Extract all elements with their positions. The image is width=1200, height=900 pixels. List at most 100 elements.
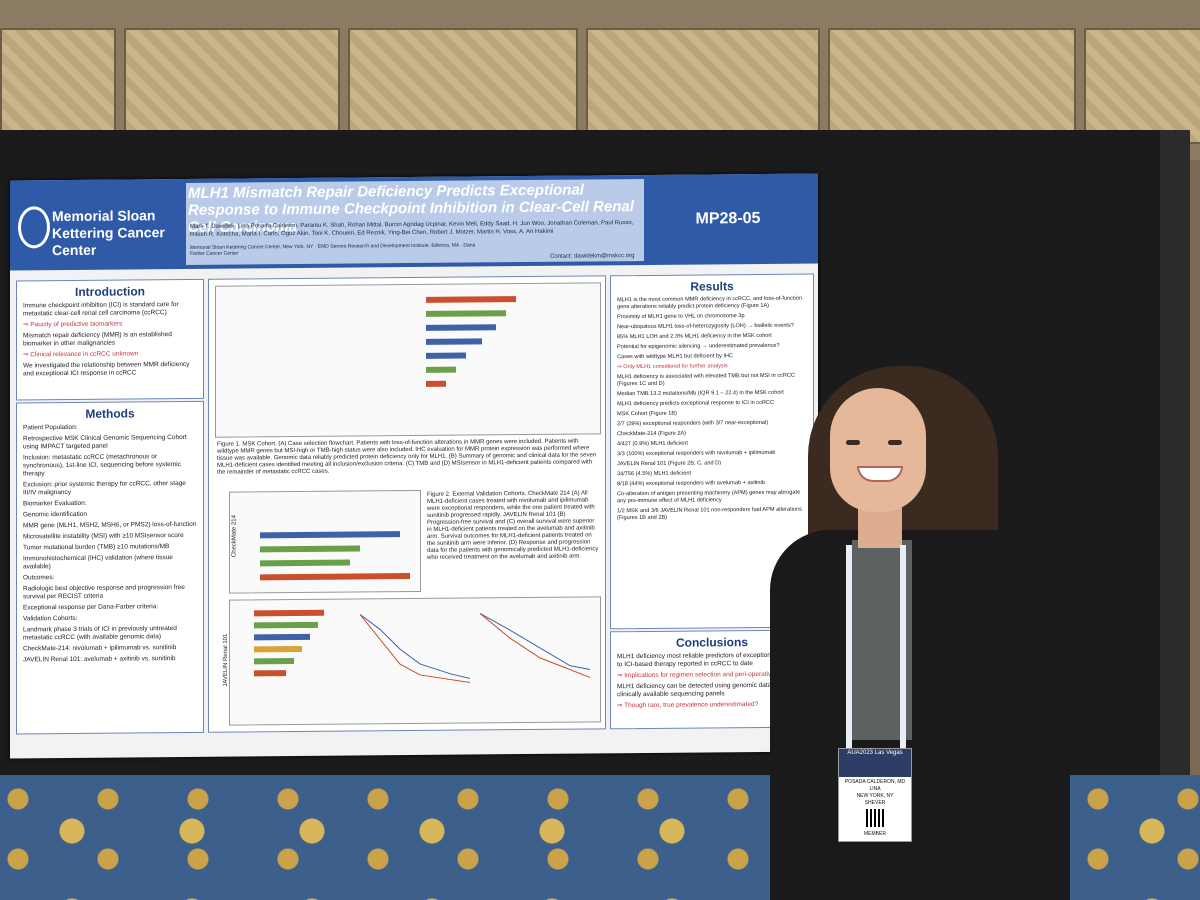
- bullet-point: ⇒ Only MLH1 considered for further analy…: [617, 363, 728, 371]
- institution-logo: Memorial Sloan Kettering Cancer Center: [16, 187, 186, 262]
- bullet-point: Radiologic best objective response and p…: [23, 583, 185, 601]
- badge-role: MEMBER: [864, 831, 886, 837]
- figure-bar: [260, 545, 360, 553]
- poster-board-edge: [1160, 130, 1190, 850]
- wall: [0, 0, 1200, 160]
- name-badge: AUA2023 Las Vegas POSADA CALDERON, MD LI…: [838, 748, 912, 842]
- introduction-body: Immune checkpoint inhibition (ICI) is st…: [17, 301, 203, 379]
- bullet-point: Retrospective MSK Clinical Genomic Seque…: [23, 433, 187, 451]
- bullet-point: ⇒ Paucity of predictive biomarkers: [23, 320, 123, 329]
- bullet-point: 8/18 (44%) exceptional responders with a…: [617, 479, 765, 488]
- bullet-point: Validation Cohorts:: [23, 614, 78, 623]
- badge-name: POSADA CALDERON, MD: [844, 779, 906, 785]
- bullet-point: Immune checkpoint inhibition (ICI) is st…: [23, 301, 179, 318]
- introduction-title: Introduction: [75, 284, 145, 299]
- bullet-point: Tumor mutational burden (TMB) ≥10 mutati…: [23, 543, 170, 552]
- badge-event: AUA2023 Las Vegas: [839, 749, 911, 777]
- figure-1-caption: Figure 1. MSK Cohort. (A) Case selection…: [217, 438, 597, 476]
- bullet-point: Near-ubiquitous MLH1 loss-of-heterozygos…: [617, 322, 794, 331]
- bullet-point: Landmark phase 3 trials of ICI in previo…: [23, 625, 177, 642]
- figure-bar: [426, 380, 446, 387]
- checkmate-214-panel: CheckMate 214: [229, 489, 421, 594]
- poster-code: MP28-05: [644, 177, 812, 261]
- figures-section: Figure 1. MSK Cohort. (A) Case selection…: [208, 275, 606, 733]
- figure-1-panels: [215, 282, 601, 438]
- figure-bar: [254, 645, 302, 653]
- badge-first: LINA: [869, 786, 881, 792]
- figure-bar: [254, 633, 310, 641]
- bullet-point: Exclusion: prior systemic therapy for cc…: [23, 479, 186, 497]
- person-face: [830, 388, 926, 512]
- research-poster: Memorial Sloan Kettering Cancer Center M…: [10, 173, 818, 759]
- figure-bar: [254, 670, 286, 677]
- results-body: MLH1 is the most common MMR deficiency i…: [611, 296, 813, 523]
- bullet-point: We investigated the relationship between…: [23, 360, 190, 378]
- bullet-point: Mismatch repair deficiency (MMR) is an e…: [23, 331, 172, 348]
- figure-bar: [426, 338, 482, 345]
- bullet-point: 85% MLH1 LOH and 2.3% MLH1 deficiency in…: [617, 332, 772, 341]
- figure-bar: [254, 621, 318, 629]
- bullet-point: Proximity of MLH1 gene to VHL on chromos…: [617, 313, 745, 321]
- bullet-point: Inclusion: metastatic ccRCC (metachronou…: [23, 453, 181, 478]
- javelin-panel: JAVELIN Renal 101: [223, 596, 601, 726]
- bullet-point: Genomic identification: [23, 510, 87, 519]
- wall-panel: [124, 28, 340, 144]
- bullet-point: 3/3 (100%) exceptional responders with n…: [617, 449, 776, 458]
- figure-bar: [426, 324, 496, 331]
- badge-text: POSADA CALDERON, MD LINA NEW YORK, NY SH…: [839, 779, 911, 807]
- figure-bar: [254, 609, 324, 617]
- methods-body: Patient Population: Retrospective MSK Cli…: [17, 423, 203, 665]
- figure-bar: [260, 573, 410, 581]
- bullet-point: MLH1 deficiency predicts exceptional res…: [617, 399, 775, 408]
- survival-curve-pfs: [360, 614, 470, 684]
- bullet-point: MLH1 deficiency is associated with eleva…: [617, 372, 796, 388]
- lanyard: [846, 545, 852, 755]
- figure-bar: [426, 352, 466, 359]
- bullet-point: JAVELIN Renal 101 (Figure 2B, C, and D): [617, 460, 722, 468]
- bullet-point: MLH1 is the most common MMR deficiency i…: [617, 295, 802, 311]
- bullet-point: Patient Population:: [23, 423, 78, 432]
- wall-panel: [586, 28, 820, 144]
- person-eye: [888, 440, 902, 445]
- bullet-point: CheckMate-214: nivolumab + ipilimumab vs…: [23, 644, 177, 653]
- qr-code-icon: [866, 809, 884, 827]
- bullet-point: Cases with wildtype MLH1 but deficient b…: [617, 353, 733, 361]
- bullet-point: MMR gene (MLH1, MSH2, MSH6, or PMS2) los…: [23, 520, 197, 530]
- bullet-point: Exceptional response per Dana-Farber cri…: [23, 603, 159, 612]
- person-jacket: [770, 530, 1070, 900]
- figure-bar: [260, 559, 350, 567]
- bullet-point: Outcomes:: [23, 574, 55, 582]
- wall-panel: [1084, 28, 1200, 144]
- institution-name: Memorial Sloan Kettering Cancer Center: [52, 207, 165, 259]
- figure-bar: [426, 310, 506, 317]
- figure-2-caption: Figure 2. External Validation Cohorts. C…: [427, 490, 599, 561]
- bullet-point: JAVELIN Renal 101: avelumab + axitinib v…: [23, 655, 176, 664]
- bullet-point: Microsatellite instability (MSI) with ≥1…: [23, 532, 184, 541]
- bullet-point: 2/7 (29%) exceptional responders (with 3…: [617, 419, 769, 428]
- bullet-point: Biomarker Evaluation:: [23, 499, 87, 508]
- figure-bar: [426, 296, 516, 303]
- logo-mark-icon: [18, 206, 50, 249]
- poster-header: Memorial Sloan Kettering Cancer Center M…: [10, 173, 818, 271]
- checkmate-214-label: CheckMate 214: [231, 515, 238, 558]
- bullet-point: 1/2 MSK and 3/6 JAVELIN Renal 101 non-re…: [617, 506, 802, 522]
- survival-curve-os: [480, 612, 590, 678]
- introduction-section: Introduction Immune checkpoint inhibitio…: [16, 278, 204, 401]
- bullet-point: 4/427 (0.9%) MLH1 deficient: [617, 440, 688, 448]
- results-title: Results: [690, 279, 734, 294]
- badge-org: SHEVER: [864, 800, 886, 806]
- figure-bar: [254, 658, 294, 665]
- person-eye: [846, 440, 860, 445]
- bullet-point: Potential for epigenomic silencing → und…: [617, 342, 780, 351]
- wall-panel: [828, 28, 1076, 144]
- wall-panel: [0, 28, 116, 144]
- bullet-point: Immunohistochemical (IHC) validation (wh…: [23, 554, 173, 571]
- figure-bar: [260, 531, 400, 539]
- bullet-point: CheckMate-214 (Figure 2A): [617, 430, 687, 438]
- figure-bar: [426, 366, 456, 373]
- bullet-point: Co-alteration of antigen presenting mach…: [617, 489, 801, 505]
- wall-panel: [348, 28, 578, 144]
- bullet-point: Median TMB 13.2 mutations/Mb (IQR 9.1 – …: [617, 389, 784, 398]
- bullet-point: 34/756 (4.5%) MLH1 deficient: [617, 470, 692, 478]
- bullet-point: MSK Cohort (Figure 1B): [617, 410, 677, 418]
